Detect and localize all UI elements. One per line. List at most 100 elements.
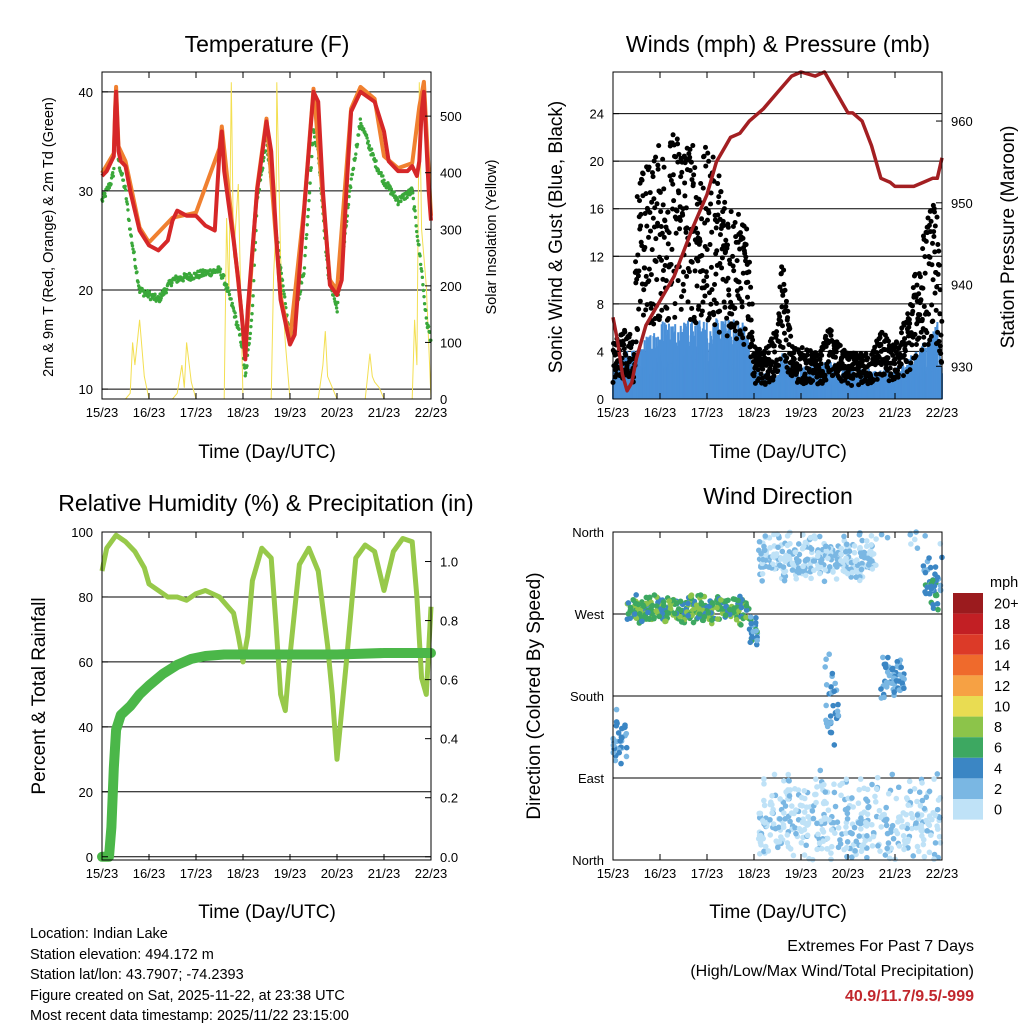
- direction-point: [823, 548, 830, 554]
- gust-point: [684, 273, 690, 279]
- direction-point: [788, 810, 795, 816]
- gust-point: [724, 315, 730, 321]
- x-tick-label: 20/23: [321, 405, 354, 420]
- gust-point: [683, 205, 689, 211]
- gust-point: [699, 252, 705, 258]
- gust-point: [926, 311, 932, 317]
- direction-point: [781, 577, 788, 584]
- direction-point: [651, 615, 657, 622]
- direction-point: [864, 845, 870, 851]
- gust-point: [797, 366, 803, 372]
- figure-created: Figure created on Sat, 2025-11-22, at 23…: [30, 987, 345, 1004]
- direction-point: [696, 606, 703, 612]
- direction-point: [884, 830, 891, 837]
- direction-point: [909, 814, 916, 821]
- gust-point: [642, 211, 648, 217]
- gust-point: [777, 284, 783, 290]
- gust-point: [746, 259, 752, 265]
- gust-point: [833, 349, 839, 355]
- gust-point: [900, 373, 906, 379]
- gust-point: [791, 356, 797, 362]
- gust-point: [778, 318, 784, 324]
- direction-point: [823, 720, 830, 727]
- gust-point: [654, 201, 660, 207]
- direction-point: [873, 536, 879, 542]
- gust-point: [913, 353, 919, 359]
- gust-point: [739, 304, 745, 310]
- dewpoint-point: [360, 124, 364, 129]
- dewpoint-point: [100, 199, 105, 203]
- gust-point: [799, 345, 805, 351]
- direction-point: [772, 825, 779, 832]
- y-tick-label: 30: [79, 184, 93, 199]
- gust-point: [646, 234, 652, 240]
- dewpoint-point: [303, 253, 307, 258]
- dewpoint-point: [229, 297, 233, 301]
- y-tick-label: 4: [597, 344, 604, 359]
- gust-point: [772, 349, 778, 355]
- direction-point: [834, 708, 841, 715]
- gust-point: [908, 360, 914, 366]
- gust-point: [646, 266, 652, 272]
- temperature-frame: [101, 71, 432, 400]
- direction-point: [769, 810, 775, 816]
- dewpoint-point: [302, 266, 307, 270]
- gust-point: [681, 269, 686, 275]
- x-tick-label: 19/23: [785, 866, 818, 881]
- gust-point: [923, 238, 929, 244]
- direction-point: [813, 799, 819, 806]
- gust-point: [935, 329, 941, 335]
- direction-point: [864, 786, 871, 793]
- dewpoint-point: [304, 236, 308, 241]
- dewpoint-point: [226, 286, 230, 290]
- gust-point: [750, 337, 756, 343]
- y-tick-label: 24: [590, 107, 604, 122]
- gust-point: [692, 165, 698, 171]
- temperature-gridlines: [102, 91, 431, 390]
- gust-point: [749, 329, 755, 335]
- direction-point: [823, 543, 829, 550]
- direction-point: [883, 822, 890, 829]
- dewpoint-point: [250, 303, 255, 308]
- direction-point: [830, 702, 836, 709]
- direction-point: [814, 784, 820, 790]
- gust-point: [683, 229, 689, 235]
- gust-point: [726, 287, 732, 293]
- direction-point: [853, 838, 860, 845]
- dewpoint-point: [136, 280, 140, 284]
- direction-point: [916, 848, 922, 855]
- direction-point: [921, 853, 928, 860]
- gust-point: [637, 298, 643, 304]
- legend-swatch: [953, 696, 983, 717]
- direction-point: [753, 641, 760, 648]
- direction-point: [753, 628, 759, 634]
- gust-point: [782, 287, 788, 293]
- direction-point: [770, 821, 777, 827]
- direction-point: [845, 805, 851, 812]
- gust-point: [925, 341, 931, 347]
- direction-point: [910, 853, 917, 859]
- direction-point: [849, 569, 856, 576]
- gust-point: [721, 299, 727, 305]
- direction-point: [913, 825, 920, 831]
- direction-point: [828, 850, 834, 856]
- gust-point: [678, 174, 684, 180]
- direction-point: [639, 618, 645, 625]
- dewpoint-point: [147, 290, 152, 294]
- humidity-ylabel: Percent & Total Rainfall: [29, 597, 50, 794]
- direction-point: [935, 606, 941, 613]
- x-tick-label: 22/23: [415, 866, 448, 881]
- gust-point: [659, 230, 665, 236]
- direction-point: [858, 826, 864, 832]
- gust-point: [918, 297, 924, 303]
- x-tick-label: 19/23: [785, 405, 818, 420]
- y2-tick-label: 960: [951, 114, 973, 129]
- direction-point: [758, 842, 764, 848]
- legend-label: 12: [994, 679, 1010, 695]
- gust-point: [715, 212, 721, 218]
- legend-label: 8: [994, 720, 1002, 736]
- gust-point: [810, 378, 816, 384]
- gust-point: [930, 240, 936, 246]
- direction-point: [649, 602, 656, 609]
- direction-point: [869, 566, 876, 572]
